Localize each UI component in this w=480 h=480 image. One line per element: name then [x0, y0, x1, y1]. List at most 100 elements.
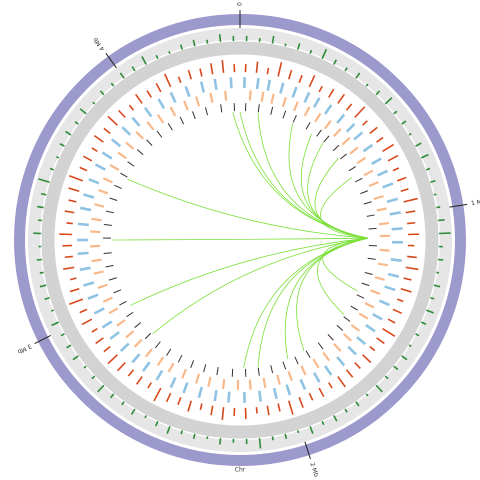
- feature-block: [144, 332, 152, 340]
- feature-block: [121, 126, 132, 136]
- feature-block: [134, 322, 142, 328]
- histogram-bar: [328, 88, 335, 98]
- feature-block: [93, 307, 105, 315]
- feature-block: [347, 345, 357, 356]
- histogram-bar: [354, 362, 361, 370]
- histogram-bar: [321, 420, 325, 426]
- feature-block: [156, 113, 165, 124]
- feature-block: [179, 116, 185, 125]
- histogram-bar: [187, 69, 192, 80]
- histogram-bar: [255, 61, 259, 73]
- feature-block: [303, 106, 311, 117]
- histogram-bar: [321, 48, 328, 60]
- feature-block: [101, 320, 113, 329]
- feature-block: [103, 224, 112, 226]
- feature-block: [181, 368, 187, 379]
- histogram-bar: [433, 193, 437, 196]
- feature-block: [87, 293, 99, 300]
- link: [288, 123, 369, 239]
- tick-mark: [449, 203, 468, 208]
- histogram-bar: [127, 369, 135, 377]
- histogram-bar: [333, 415, 338, 422]
- histogram-bar: [382, 143, 394, 152]
- histogram-bar: [37, 205, 44, 209]
- feature-block: [389, 211, 401, 216]
- histogram-bar: [344, 408, 348, 413]
- feature-block: [303, 91, 311, 103]
- feature-block: [133, 338, 143, 348]
- feature-block: [120, 172, 128, 178]
- feature-block: [257, 367, 260, 376]
- histogram-bar: [420, 321, 427, 326]
- feature-block: [220, 104, 223, 113]
- feature-block: [155, 341, 161, 349]
- middle-track-band: [41, 41, 439, 439]
- histogram-bar: [66, 222, 73, 225]
- histogram-bar: [206, 39, 209, 44]
- histogram-bar: [116, 362, 126, 372]
- histogram-bar: [308, 74, 316, 88]
- feature-block: [316, 129, 322, 137]
- feature-block: [266, 79, 272, 91]
- tick-label: 4 Mb: [92, 36, 106, 52]
- feature-block: [195, 96, 201, 107]
- histogram-bar: [199, 68, 203, 77]
- histogram-bar: [192, 39, 196, 47]
- histogram-bar: [393, 365, 399, 371]
- feature-block: [197, 386, 203, 399]
- histogram-bar: [271, 35, 275, 44]
- feature-block: [166, 348, 172, 356]
- feature-block: [204, 107, 208, 116]
- feature-block: [105, 264, 114, 268]
- feature-block: [199, 81, 206, 93]
- feature-block: [125, 330, 135, 339]
- tick-label: 1 Mb: [471, 198, 480, 207]
- histogram-bar: [433, 284, 441, 288]
- tick-mark: [34, 334, 51, 344]
- feature-block: [362, 143, 374, 153]
- feature-block: [293, 101, 299, 112]
- feature-block: [127, 161, 135, 167]
- feature-block: [195, 373, 201, 384]
- feature-block: [119, 300, 127, 306]
- feature-block: [365, 324, 376, 333]
- feature-block: [281, 96, 287, 108]
- histogram-bar: [345, 369, 354, 378]
- histogram-bar: [384, 375, 389, 380]
- feature-block: [350, 305, 358, 311]
- feature-block: [384, 285, 396, 292]
- feature-block: [327, 334, 334, 341]
- feature-block: [363, 201, 372, 205]
- link: [111, 237, 368, 241]
- histogram-bar: [221, 407, 225, 421]
- feature-block: [378, 221, 390, 226]
- feature-block: [272, 387, 278, 400]
- histogram-bar: [107, 354, 118, 365]
- histogram-bar: [328, 382, 333, 389]
- feature-block: [368, 227, 377, 230]
- histogram-bar: [337, 93, 346, 104]
- feature-block: [108, 277, 117, 281]
- histogram-bar: [288, 69, 293, 80]
- histogram-bar: [103, 127, 111, 135]
- histogram-bar: [408, 344, 412, 348]
- feature-block: [169, 377, 177, 389]
- feature-block: [184, 85, 191, 98]
- histogram-bar: [121, 401, 125, 406]
- histogram-bar: [384, 97, 393, 105]
- feature-block: [119, 342, 130, 353]
- feature-block: [109, 331, 120, 340]
- feature-block: [102, 296, 113, 303]
- feature-block: [97, 283, 108, 290]
- histogram-bar: [109, 393, 115, 399]
- histogram-bar: [69, 298, 84, 305]
- histogram-bar: [92, 101, 96, 105]
- histogram-bar: [405, 210, 416, 214]
- histogram-bar: [258, 437, 262, 449]
- feature-block: [260, 91, 265, 102]
- link: [320, 177, 369, 239]
- histogram-bar: [79, 308, 88, 314]
- feature-block: [83, 281, 95, 287]
- histogram-bar: [79, 108, 87, 115]
- histogram-bar: [39, 271, 44, 274]
